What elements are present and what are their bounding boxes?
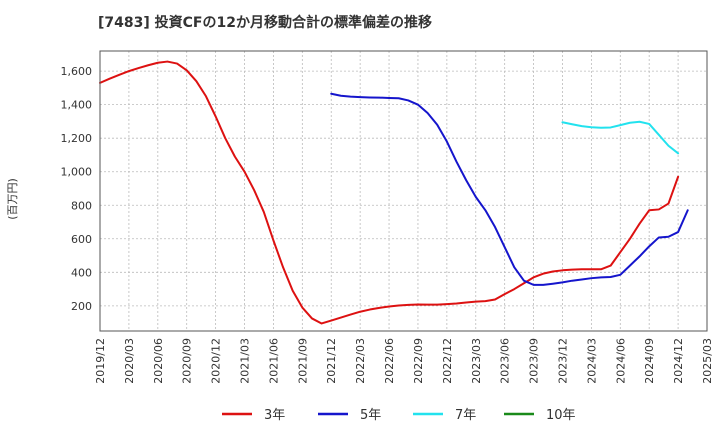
x-tick-label: 2022/12 xyxy=(441,338,454,384)
plot-background xyxy=(100,51,707,331)
chart-title: [7483] 投資CFの12か月移動合計の標準偏差の推移 xyxy=(98,15,432,31)
y-tick-labels: 200 400 600 800 1,000 1,200 1,400 1,600 xyxy=(61,65,93,313)
legend-label: 10年 xyxy=(546,408,576,423)
legend-item-5年: 5年 xyxy=(318,408,381,423)
legend-item-3年: 3年 xyxy=(222,408,285,423)
x-tick-label: 2023/09 xyxy=(528,338,541,384)
x-tick-labels: 2019/12 2020/03 2020/06 2020/09 2020/12 2021/… xyxy=(94,338,714,384)
x-tick-label: 2022/06 xyxy=(383,338,396,384)
x-tick-label: 2020/03 xyxy=(123,338,136,384)
legend-item-7年: 7年 xyxy=(413,408,476,423)
x-tick-label: 2023/03 xyxy=(470,338,483,384)
x-tick-label: 2023/12 xyxy=(556,338,569,384)
legend-label: 7年 xyxy=(455,408,476,423)
series-line-3年 xyxy=(99,60,680,325)
series-lines xyxy=(99,60,689,325)
y-tick-label: 1,400 xyxy=(61,99,93,112)
legend-label: 3年 xyxy=(264,408,285,423)
y-tick-label: 1,600 xyxy=(61,65,93,78)
y-axis-label: (百万円) xyxy=(6,178,19,220)
x-tick-label: 2021/09 xyxy=(296,338,309,384)
y-tick-label: 200 xyxy=(71,300,92,313)
x-tick-label: 2019/12 xyxy=(94,338,107,384)
x-tick-label: 2020/09 xyxy=(181,338,194,384)
x-tick-label: 2022/03 xyxy=(354,338,367,384)
y-tick-label: 800 xyxy=(71,199,92,212)
series-line-7年 xyxy=(561,120,680,155)
y-tick-label: 600 xyxy=(71,233,92,246)
plot-border xyxy=(99,50,708,332)
x-tick-label: 2021/12 xyxy=(325,338,338,384)
x-tick-label: 2021/03 xyxy=(239,338,252,384)
legend: 3年 5年 7年 10年 xyxy=(222,408,576,423)
y-tick-label: 1,000 xyxy=(61,166,93,179)
x-tick-label: 2024/12 xyxy=(672,338,685,384)
x-tick-label: 2024/09 xyxy=(643,338,656,384)
y-tick-label: 1,200 xyxy=(61,132,93,145)
y-tick-label: 400 xyxy=(71,266,92,279)
x-tick-label: 2020/06 xyxy=(152,338,165,384)
x-tick-label: 2022/09 xyxy=(412,338,425,384)
gridlines xyxy=(100,51,707,331)
series-line-5年 xyxy=(330,92,689,286)
x-tick-label: 2024/06 xyxy=(614,338,627,384)
x-tick-label: 2023/06 xyxy=(499,338,512,384)
plot-area xyxy=(100,51,707,331)
legend-item-10年: 10年 xyxy=(504,408,576,423)
x-tick-label: 2020/12 xyxy=(210,338,223,384)
axes xyxy=(99,50,708,332)
x-tick-label: 2025/03 xyxy=(701,338,714,384)
x-tick-label: 2021/06 xyxy=(267,338,280,384)
x-tick-label: 2024/03 xyxy=(585,338,598,384)
legend-label: 5年 xyxy=(360,408,381,423)
